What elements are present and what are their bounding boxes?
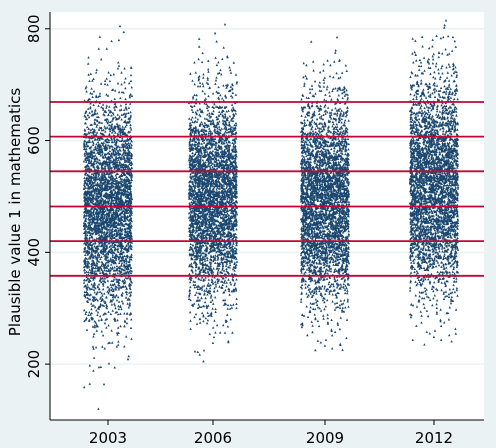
extreme-point <box>202 360 205 363</box>
extreme-point <box>118 24 122 28</box>
x-tick-label: 2012 <box>415 429 453 447</box>
x-tick-label: 2006 <box>194 429 232 447</box>
y-tick-label: 600 <box>25 126 43 155</box>
series-2009 <box>299 35 351 352</box>
x-tick-label: 2009 <box>306 429 344 447</box>
y-axis-ticks: 200 400 600 800 <box>25 14 50 378</box>
scatter-points <box>187 31 239 356</box>
reference-lines <box>50 101 484 277</box>
x-tick-label: 2003 <box>89 429 127 447</box>
extreme-point <box>423 343 426 346</box>
series-2006 <box>187 22 239 363</box>
x-axis-ticks: 2003 2006 2009 2012 <box>89 420 453 447</box>
y-axis-label: Plausible value 1 in mathematics <box>6 88 24 337</box>
extreme-point <box>444 19 448 22</box>
scatter-points <box>82 30 134 389</box>
y-tick-label: 800 <box>25 14 43 43</box>
series-2012 <box>408 19 460 346</box>
extreme-point <box>223 22 227 26</box>
y-tick-label: 400 <box>25 238 43 267</box>
y-tick-label: 200 <box>25 350 43 379</box>
extreme-point <box>97 407 100 410</box>
extreme-point <box>335 35 339 39</box>
scatter-points <box>299 40 351 351</box>
extreme-point <box>314 348 317 352</box>
data-points <box>82 19 460 410</box>
series-2003 <box>82 24 134 410</box>
scatter-points <box>408 23 460 343</box>
